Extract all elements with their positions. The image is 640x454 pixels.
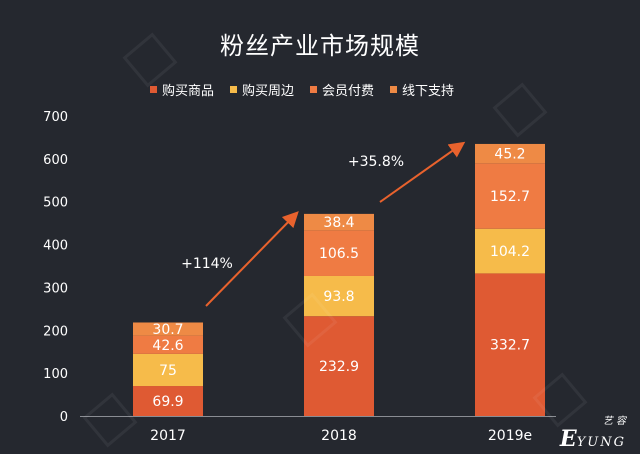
bar-1-1 xyxy=(304,275,374,317)
legend-item-2: 会员付费 xyxy=(310,80,375,99)
watermark-mark-1 xyxy=(492,82,548,138)
y-tick-label-6: 600 xyxy=(43,153,68,168)
growth-label-1: +35.8% xyxy=(348,154,404,170)
y-tick-label-7: 700 xyxy=(43,110,68,125)
growth-label-0: +114% xyxy=(181,256,233,272)
legend-item-0: 购买商品 xyxy=(150,80,215,99)
watermark-mark-0 xyxy=(122,32,178,88)
eyung-logo: 艺 容 EYUNG xyxy=(559,416,626,452)
y-tick-label-0: 0 xyxy=(60,410,68,425)
bar-label-2-3: 45.2 xyxy=(494,147,525,163)
legend-item-1: 购买周边 xyxy=(230,80,295,99)
bar-label-1-2: 106.5 xyxy=(319,246,359,262)
bar-0-1 xyxy=(133,353,203,387)
bar-0-3 xyxy=(133,322,203,336)
bar-0-0 xyxy=(133,386,203,416)
legend-item-3: 线下支持 xyxy=(390,80,455,99)
bar-label-2-0: 332.7 xyxy=(490,338,530,354)
chart-title: 粉丝产业市场规模 xyxy=(220,32,420,60)
bar-2-1 xyxy=(475,228,545,274)
x-tick-label-1: 2018 xyxy=(321,428,357,444)
bar-1-2 xyxy=(304,230,374,276)
legend-label-0: 购买商品 xyxy=(162,83,215,99)
watermark-mark-3 xyxy=(82,392,138,448)
growth-arrow-0 xyxy=(205,211,299,307)
legend-swatch-0 xyxy=(150,85,157,93)
bar-label-1-3: 38.4 xyxy=(323,215,354,231)
y-tick-label-3: 300 xyxy=(43,281,68,296)
legend-label-3: 线下支持 xyxy=(402,83,455,99)
growth-arrow-1 xyxy=(379,141,466,203)
bar-1-3 xyxy=(304,213,374,231)
bar-label-0-0: 69.9 xyxy=(152,394,183,410)
x-tick-label-0: 2017 xyxy=(150,428,186,444)
bar-1-0 xyxy=(304,316,374,416)
bar-label-1-1: 93.8 xyxy=(323,289,354,305)
bar-2-2 xyxy=(475,163,545,229)
y-tick-label-2: 200 xyxy=(43,324,68,339)
legend-swatch-1 xyxy=(230,85,238,93)
bar-0-2 xyxy=(133,335,203,354)
watermark xyxy=(82,32,588,448)
bar-label-1-0: 232.9 xyxy=(319,359,359,375)
legend-swatch-2 xyxy=(310,85,318,93)
bar-label-0-2: 42.6 xyxy=(152,338,183,354)
bar-label-2-2: 152.7 xyxy=(490,189,530,205)
legend-swatch-3 xyxy=(390,85,398,93)
bar-2-0 xyxy=(475,273,545,416)
y-tick-label-1: 100 xyxy=(43,367,68,382)
y-tick-label-4: 400 xyxy=(43,239,68,254)
bar-2-3 xyxy=(475,143,545,164)
chart-legend: 购买商品 购买周边 会员付费 线下支持 xyxy=(150,80,455,99)
bar-label-2-1: 104.2 xyxy=(490,244,530,260)
bar-label-0-1: 75 xyxy=(159,363,177,379)
legend-label-1: 购买周边 xyxy=(242,83,295,99)
legend-label-2: 会员付费 xyxy=(322,83,375,99)
watermark-mark-4 xyxy=(532,372,588,428)
y-tick-label-5: 500 xyxy=(43,196,68,211)
watermark-mark-2 xyxy=(282,292,338,348)
x-tick-label-2: 2019e xyxy=(488,428,532,444)
bar-label-0-3: 30.7 xyxy=(152,322,183,338)
